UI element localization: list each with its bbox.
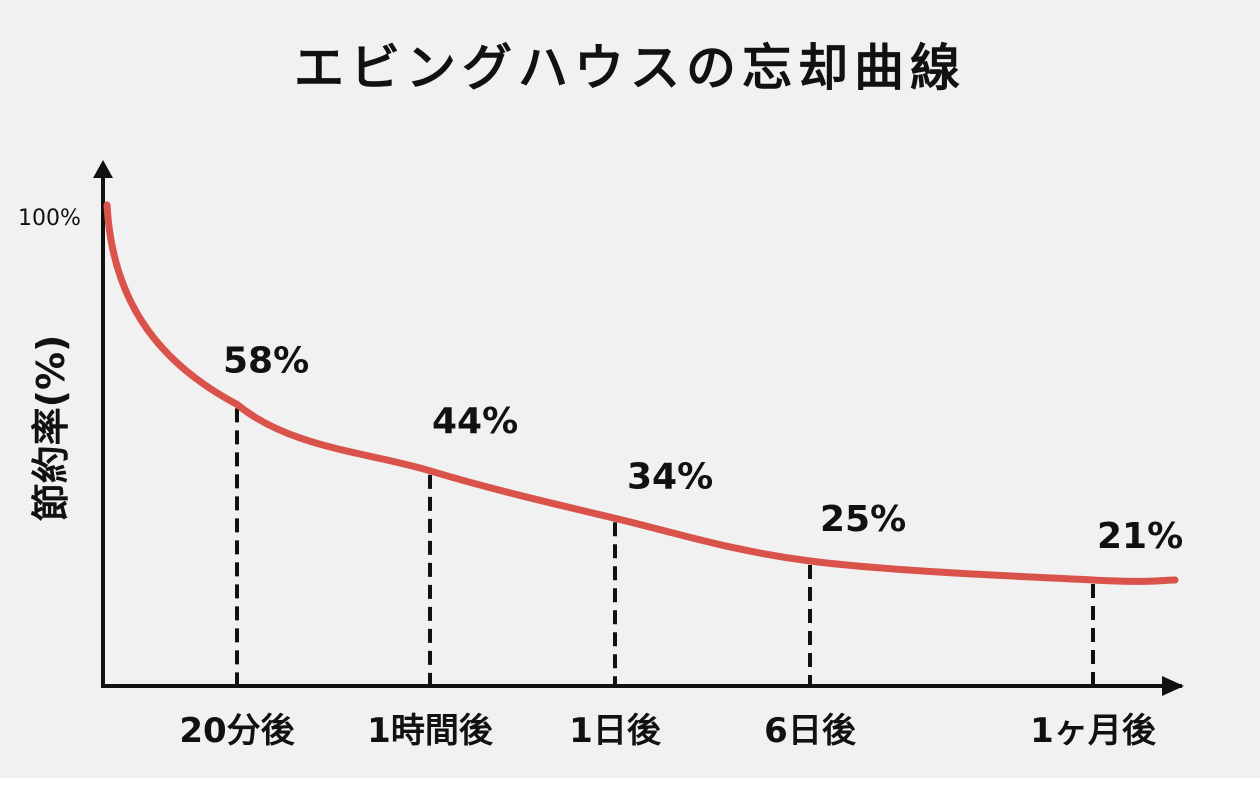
x-tick-label-3: 1日後 xyxy=(569,711,662,751)
data-label-4: 25% xyxy=(820,499,906,540)
data-label-3: 34% xyxy=(627,456,713,497)
y-axis-label: 節約率(%) xyxy=(29,335,73,522)
data-label-5: 21% xyxy=(1097,516,1183,557)
x-tick-label-1: 20分後 xyxy=(179,711,295,751)
y-axis-arrow xyxy=(93,160,113,178)
x-tick-label-4: 6日後 xyxy=(764,711,857,751)
data-labels: 58% 44% 34% 25% 21% xyxy=(223,340,1183,557)
x-tick-labels: 20分後 1時間後 1日後 6日後 1ヶ月後 xyxy=(179,711,1156,751)
data-label-1: 58% xyxy=(223,340,309,381)
forgetting-curve-line xyxy=(103,201,1179,585)
x-tick-label-2: 1時間後 xyxy=(367,711,494,751)
chart-title: エビングハウスの忘却曲線 xyxy=(294,39,966,97)
data-label-2: 44% xyxy=(432,401,518,442)
guide-lines xyxy=(235,408,1095,684)
y-tick-label-100: 100% xyxy=(18,206,81,231)
x-tick-label-5: 1ヶ月後 xyxy=(1030,711,1157,751)
x-axis-arrow xyxy=(1162,676,1184,696)
